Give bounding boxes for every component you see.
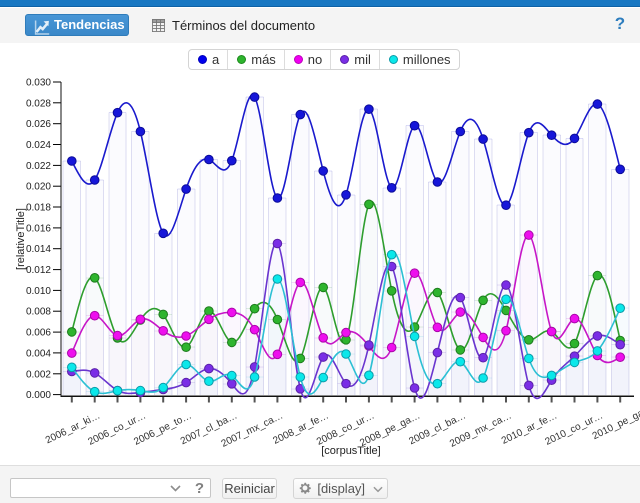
svg-text:0.006: 0.006	[26, 328, 51, 339]
svg-text:0.020: 0.020	[26, 182, 51, 193]
svg-text:0.010: 0.010	[26, 286, 51, 297]
svg-text:0.030: 0.030	[26, 78, 51, 89]
svg-text:0.016: 0.016	[26, 223, 51, 234]
svg-text:0.028: 0.028	[26, 98, 51, 109]
svg-text:[relativeTitle]: [relativeTitle]	[15, 208, 27, 270]
svg-text:0.002: 0.002	[26, 369, 51, 380]
svg-text:0.024: 0.024	[26, 140, 51, 151]
svg-text:[corpusTitle]: [corpusTitle]	[321, 445, 381, 457]
svg-text:0.018: 0.018	[26, 203, 51, 214]
svg-text:0.004: 0.004	[26, 348, 51, 359]
svg-text:0.026: 0.026	[26, 119, 51, 130]
svg-text:0.014: 0.014	[26, 244, 51, 255]
svg-text:0.008: 0.008	[26, 307, 51, 318]
svg-text:0.000: 0.000	[26, 390, 51, 401]
svg-text:0.012: 0.012	[26, 265, 51, 276]
svg-text:0.022: 0.022	[26, 161, 51, 172]
